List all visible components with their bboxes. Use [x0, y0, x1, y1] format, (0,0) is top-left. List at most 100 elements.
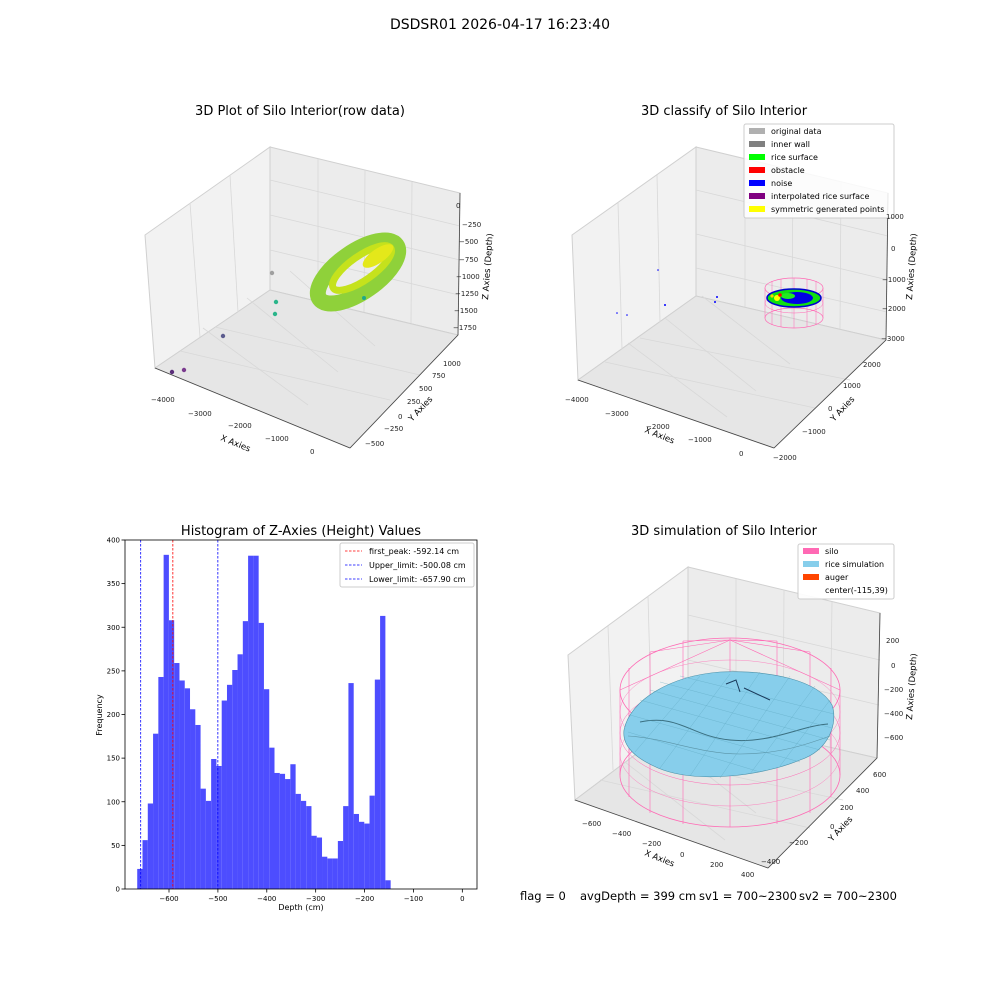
- panel2-3d-classify-scatter: original data inner wall rice surface ob…: [565, 123, 920, 462]
- histogram-bar: [327, 858, 333, 889]
- legend-label: rice surface: [771, 153, 818, 162]
- histogram-bar: [168, 620, 175, 889]
- y-tick-label: 250: [107, 667, 120, 675]
- histogram-bar: [248, 555, 254, 889]
- histogram-bar: [358, 821, 365, 889]
- histogram-x-axis-label: Depth (cm): [278, 903, 323, 912]
- p4-y-tick: 600: [873, 771, 886, 779]
- histogram-bar: [306, 806, 312, 889]
- panel3-title: Histogram of Z-Axies (Height) Values: [180, 524, 422, 539]
- p2-z-axis-label: Z Axies (Depth): [905, 233, 920, 300]
- histogram-bar: [300, 800, 307, 889]
- p2-y-tick: −2000: [773, 454, 797, 462]
- histogram-bar: [380, 615, 386, 889]
- y-tick-label: 100: [107, 798, 120, 806]
- footer-flag: flag = 0: [520, 889, 566, 903]
- panel4-legend: silo rice simulation auger center(-115,3…: [797, 543, 895, 600]
- histogram-bar: [258, 622, 264, 889]
- histogram-bar: [184, 688, 191, 889]
- p2-y-tick: 0: [828, 405, 832, 413]
- histogram-bar: [374, 679, 381, 889]
- histogram-bar: [285, 779, 291, 889]
- x-tick-label: −400: [257, 895, 276, 903]
- p4-x-tick: −400: [612, 830, 631, 838]
- histogram-bar: [316, 837, 323, 889]
- legend-label: Upper_limit: -500.08 cm: [369, 561, 466, 570]
- panel1-point-cloud: [169, 232, 407, 375]
- histogram-bar: [322, 856, 328, 889]
- y-tick-label: 200: [107, 711, 120, 719]
- histogram-bar: [332, 858, 338, 889]
- legend-label: inner wall: [771, 140, 810, 149]
- p4-y-tick: 400: [856, 787, 869, 795]
- legend-label: noise: [771, 179, 792, 188]
- legend-label: symmetric generated points: [771, 205, 884, 214]
- p4-z-tick: −200: [884, 686, 903, 694]
- histogram-bar: [237, 654, 243, 889]
- y-tick-label: 0: [116, 886, 120, 894]
- footer-sv2: sv2 = 700~2300: [799, 889, 897, 903]
- histogram-y-axis-label: Frequency: [95, 694, 104, 736]
- p4-y-tick: −400: [761, 858, 780, 866]
- p2-y-axis-label: Y Axies: [828, 394, 857, 424]
- p1-x-tick: −4000: [151, 396, 175, 404]
- histogram-bar: [343, 806, 349, 889]
- p1-z-tick: −1750: [453, 324, 477, 332]
- histogram-bar: [163, 554, 169, 889]
- p1-x-tick: 0: [310, 448, 314, 456]
- histogram-reference-lines: [140, 540, 219, 889]
- p1-x-axis-label: X Axies: [219, 434, 252, 455]
- p4-y-tick: 0: [830, 823, 834, 831]
- y-tick-label: 400: [107, 537, 120, 545]
- histogram-bar: [158, 676, 164, 889]
- legend-swatch-interpolated: [749, 193, 765, 199]
- p1-z-tick: 0: [456, 202, 460, 210]
- y-tick-label: 350: [107, 580, 120, 588]
- p4-y-tick: −200: [789, 839, 808, 847]
- p1-z-axis-label: Z Axies (Depth): [481, 233, 496, 300]
- histogram-bar: [179, 680, 185, 889]
- histogram-bar: [279, 773, 286, 889]
- histogram-bar: [190, 709, 196, 889]
- legend-label: original data: [771, 127, 822, 136]
- p1-x-tick: −1000: [265, 435, 289, 443]
- p2-z-tick: −1000: [882, 276, 906, 284]
- histogram-bar: [364, 823, 370, 889]
- histogram-x-ticks: −600 −500 −400 −300 −200 −100 0: [159, 889, 465, 903]
- p2-y-tick: 1000: [843, 382, 861, 390]
- legend-label: first_peak: -592.14 cm: [369, 547, 459, 556]
- p1-x-tick: −3000: [188, 410, 212, 418]
- footer-avg-depth: avgDepth = 399 cm: [580, 889, 697, 903]
- legend-label: Lower_limit: -657.90 cm: [369, 575, 466, 584]
- panel1-tick-labels: −4000 −3000 −2000 −1000 0 −500 −250 0 25…: [151, 202, 481, 456]
- histogram-bar: [369, 795, 375, 889]
- p1-y-tick: 750: [432, 372, 445, 380]
- legend-swatch-silo: [803, 548, 819, 554]
- footer-sv1: sv1 = 700~2300: [699, 889, 797, 903]
- histogram-bar: [211, 758, 217, 889]
- histogram-bar: [232, 670, 238, 889]
- legend-swatch-inner-wall: [749, 141, 765, 147]
- p2-x-tick: −4000: [565, 396, 589, 404]
- legend-swatch-obstacle: [749, 167, 765, 173]
- p4-x-tick: 200: [710, 861, 723, 869]
- p4-y-tick: 200: [840, 804, 853, 812]
- p4-z-tick: 200: [886, 637, 899, 645]
- panel2-title: 3D classify of Silo Interior: [640, 104, 808, 119]
- p2-z-tick: −2000: [882, 305, 906, 313]
- p2-x-tick: −3000: [605, 410, 629, 418]
- histogram-y-ticks: 0 50 100 150 200 250 300 350 400: [107, 537, 125, 894]
- p4-z-axis-label: Z Axies (Depth): [905, 653, 920, 720]
- legend-swatch-noise: [749, 180, 765, 186]
- p1-x-tick: −2000: [228, 422, 252, 430]
- histogram-bar: [385, 880, 391, 889]
- panel1-3d-raw-scatter: −4000 −3000 −2000 −1000 0 −500 −250 0 25…: [144, 146, 496, 456]
- y-tick-label: 50: [111, 842, 120, 850]
- histogram-bar: [337, 841, 344, 889]
- x-tick-label: −200: [355, 895, 374, 903]
- figure-title: DSDSR01 2026-04-17 16:23:40: [389, 17, 610, 33]
- panel2-legend: original data inner wall rice surface ob…: [743, 123, 895, 219]
- p1-z-tick: −250: [462, 221, 481, 229]
- p1-y-tick: −250: [384, 425, 403, 433]
- histogram-bar: [311, 835, 317, 889]
